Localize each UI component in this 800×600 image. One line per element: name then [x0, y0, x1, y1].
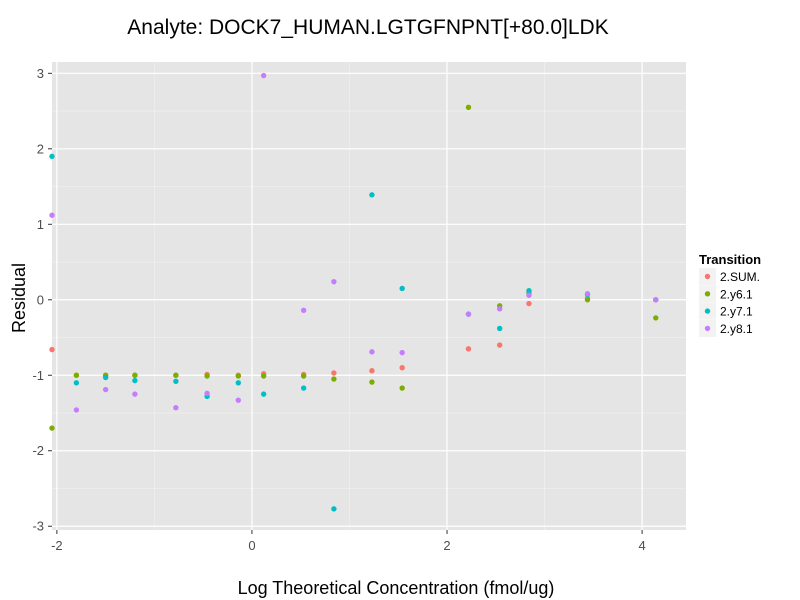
data-point-2-y7-1 [49, 153, 55, 160]
data-point-2-y8-1 [465, 311, 472, 317]
data-point-2-y8-1 [49, 212, 55, 218]
x-axis-title: Log Theoretical Concentration (fmol/ug) [238, 578, 555, 598]
data-point-2-y8-1 [399, 349, 405, 356]
legend-item-2-sum: 2.SUM. [699, 268, 760, 285]
data-point-2-y7-1 [132, 377, 138, 384]
y-tick-label: -3 [32, 519, 44, 534]
y-tick-label: 1 [37, 217, 44, 232]
legend-title: Transition [699, 252, 761, 267]
data-point-2-sum [465, 346, 472, 352]
chart-title: Analyte: DOCK7_HUMAN.LGTGFNPNT[+80.0]LDK [127, 16, 608, 39]
data-point-2-y8-1 [300, 307, 307, 314]
legend-label: 2.SUM. [720, 270, 760, 284]
data-point-2-y6-1 [204, 373, 210, 379]
data-point-2-y6-1 [260, 373, 267, 379]
data-point-2-y6-1 [235, 373, 241, 379]
data-point-2-sum [526, 300, 532, 307]
data-point-2-y8-1 [173, 405, 179, 411]
y-tick-label: 0 [37, 292, 44, 307]
data-point-2-y7-1 [369, 192, 375, 198]
data-point-2-y6-1 [465, 104, 472, 110]
data-point-2-y8-1 [132, 391, 138, 397]
x-tick-label: 0 [248, 538, 255, 553]
major-gridlines [52, 62, 686, 530]
data-point-2-y7-1 [497, 325, 503, 332]
data-point-2-y7-1 [300, 385, 307, 391]
legend-swatch [704, 325, 711, 332]
minor-gridlines [52, 62, 686, 530]
data-point-2-y7-1 [260, 391, 267, 397]
data-point-2-y8-1 [331, 278, 337, 285]
x-tick-label: -2 [51, 538, 63, 553]
legend-item-2-y6-1: 2.y6.1 [699, 285, 753, 303]
data-point-2-y6-1 [584, 297, 591, 303]
legend-swatch [704, 273, 711, 280]
data-point-2-y8-1 [204, 390, 210, 397]
data-point-2-y6-1 [369, 379, 375, 385]
x-axis-ticks: -2 0 2 4 [51, 530, 646, 553]
data-point-2-y8-1 [235, 397, 241, 403]
legend-item-2-y8-1: 2.y8.1 [699, 319, 753, 337]
y-axis-title: Residual [9, 263, 29, 333]
x-tick-label: 4 [638, 538, 645, 553]
data-point-2-sum [399, 365, 405, 371]
data-point-2-y8-1 [497, 306, 503, 312]
legend-items: 2.SUM. 2.y6.1 2.y7.1 2.y8.1 [699, 268, 760, 337]
legend-label: 2.y8.1 [720, 322, 753, 336]
data-point-2-y6-1 [653, 315, 659, 321]
y-tick-label: 3 [37, 66, 44, 81]
data-point-2-y6-1 [331, 376, 337, 382]
plot-panel [52, 62, 686, 530]
data-point-2-y6-1 [49, 425, 55, 431]
x-tick-label: 2 [443, 538, 450, 553]
data-point-2-sum [49, 346, 55, 353]
data-point-2-sum [497, 342, 503, 348]
y-tick-label: 2 [37, 141, 44, 156]
legend-swatch [704, 308, 711, 314]
y-tick-label: -2 [32, 443, 44, 458]
data-point-2-y7-1 [173, 378, 179, 384]
y-axis-ticks: -3 -2 -1 0 1 2 3 [32, 66, 52, 534]
legend-label: 2.y7.1 [720, 305, 753, 319]
data-point-2-y6-1 [173, 372, 179, 378]
legend-label: 2.y6.1 [720, 287, 753, 301]
data-point-2-y7-1 [331, 506, 337, 512]
data-point-2-y8-1 [260, 72, 267, 79]
data-point-2-y6-1 [399, 385, 405, 391]
legend-swatch [704, 291, 711, 297]
data-point-2-y6-1 [132, 372, 138, 378]
data-point-2-y6-1 [300, 373, 307, 379]
data-points [49, 72, 659, 512]
data-point-2-y7-1 [73, 380, 80, 386]
series-2-y8-1 [49, 72, 659, 413]
data-point-2-y7-1 [235, 380, 241, 386]
legend-item-2-y7-1: 2.y7.1 [699, 302, 753, 320]
data-point-2-y8-1 [73, 407, 80, 413]
data-point-2-sum [369, 368, 375, 374]
data-point-2-y7-1 [526, 288, 532, 294]
data-point-2-y6-1 [73, 372, 80, 378]
data-point-2-y8-1 [584, 291, 591, 297]
data-point-2-y7-1 [399, 285, 405, 292]
data-point-2-y8-1 [653, 297, 659, 303]
legend: Transition 2.SUM. 2.y6.1 2.y7.1 2.y8.1 [699, 252, 761, 337]
data-point-2-sum [331, 370, 337, 376]
data-point-2-y8-1 [102, 386, 109, 393]
data-point-2-y8-1 [526, 292, 532, 298]
data-point-2-y8-1 [369, 349, 375, 355]
data-point-2-y7-1 [102, 374, 109, 381]
y-tick-label: -1 [32, 368, 44, 383]
